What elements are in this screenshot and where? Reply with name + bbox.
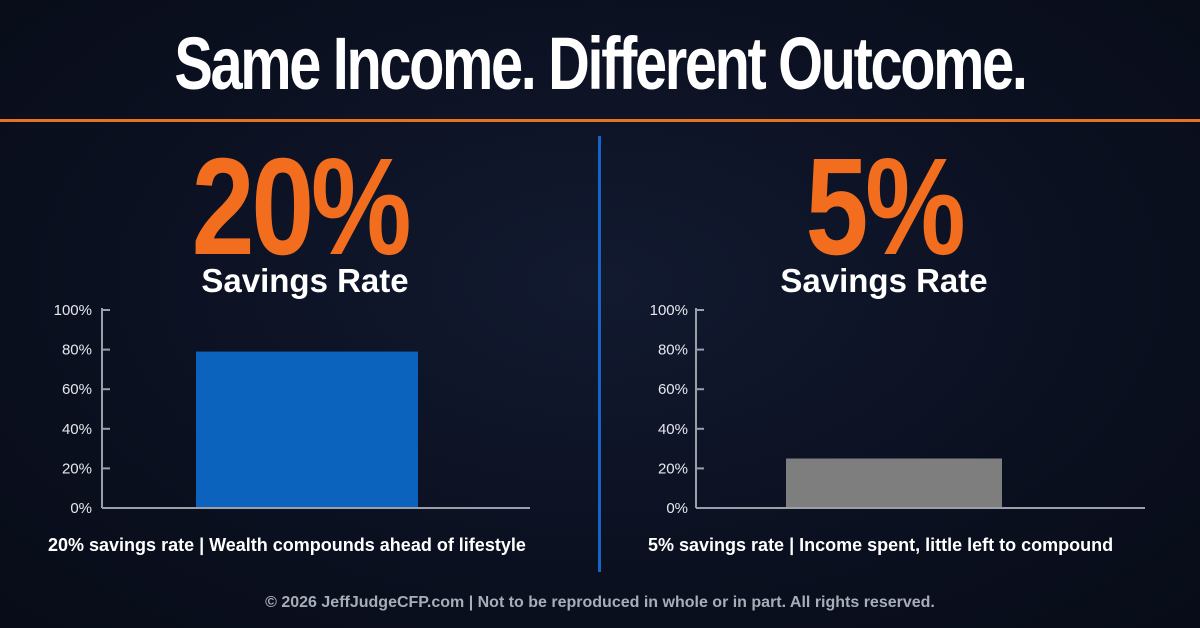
y-tick-label: 20% bbox=[658, 460, 688, 477]
y-tick-label: 80% bbox=[658, 342, 688, 359]
y-tick-label: 100% bbox=[650, 302, 688, 319]
y-tick-label: 0% bbox=[70, 500, 92, 517]
rate-subtitle: Savings Rate bbox=[201, 262, 409, 299]
big-rate-value: 20% bbox=[191, 130, 412, 284]
y-tick-label: 20% bbox=[62, 460, 92, 477]
headline: Same Income. Different Outcome. bbox=[174, 22, 1028, 105]
caption-right: 5% savings rate | Income spent, little l… bbox=[648, 535, 1114, 555]
bar bbox=[196, 351, 418, 508]
panel-right: 5% Savings Rate 0% 20% 40% 60% 80% 100% 5% sa… bbox=[600, 122, 1200, 582]
headline-underline bbox=[0, 119, 1200, 122]
y-tick-label: 40% bbox=[62, 421, 92, 438]
big-rate-value: 5% bbox=[805, 130, 965, 284]
panel-left: 20% Savings Rate 0% 20% 40% 60% 80% 100% 20% … bbox=[0, 122, 600, 582]
bar-chart-left: 0% 20% 40% 60% 80% 100% bbox=[54, 302, 530, 517]
y-tick-label: 80% bbox=[62, 342, 92, 359]
y-tick-label: 40% bbox=[658, 421, 688, 438]
rate-subtitle: Savings Rate bbox=[780, 262, 988, 299]
y-tick-label: 100% bbox=[54, 302, 92, 319]
y-tick-label: 60% bbox=[62, 381, 92, 398]
y-tick-label: 60% bbox=[658, 381, 688, 398]
copyright-footer: © 2026 JeffJudgeCFP.com | Not to be repr… bbox=[265, 594, 935, 611]
y-tick-label: 0% bbox=[666, 500, 688, 517]
caption-left: 20% savings rate | Wealth compounds ahea… bbox=[48, 535, 526, 555]
panel-divider bbox=[598, 136, 601, 572]
bar-chart-right: 0% 20% 40% 60% 80% 100% bbox=[650, 302, 1145, 517]
bar bbox=[786, 458, 1002, 508]
